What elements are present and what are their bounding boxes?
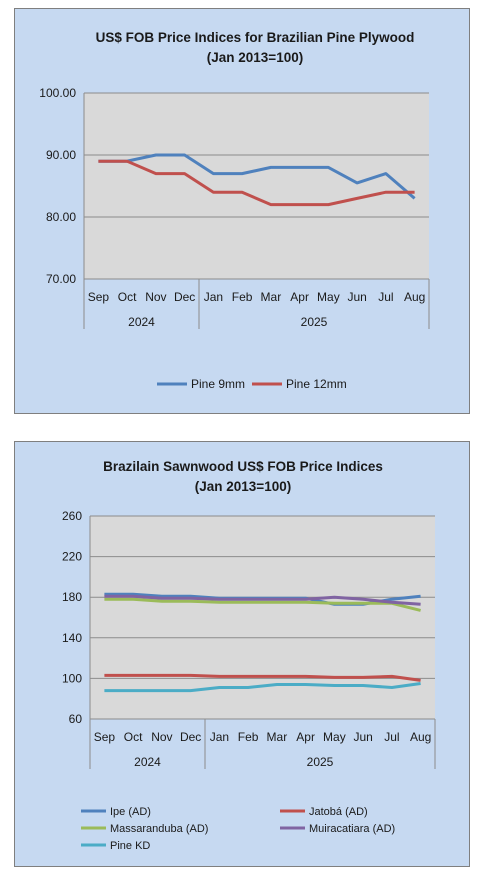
x-tick-label: Dec <box>180 730 201 744</box>
legend-label: Muiracatiara (AD) <box>309 823 395 835</box>
y-tick-label: 100 <box>62 671 82 685</box>
legend-label: Jatobá (AD) <box>309 806 368 818</box>
plot-area <box>84 93 429 279</box>
y-tick-label: 220 <box>62 550 82 564</box>
x-tick-label: Oct <box>124 730 143 744</box>
x-tick-label: May <box>323 730 346 744</box>
plot-area <box>90 516 435 719</box>
legend-label: Pine 9mm <box>191 377 245 391</box>
x-tick-label: Nov <box>145 290 166 304</box>
chart-subtitle: (Jan 2013=100) <box>195 479 291 494</box>
series-line <box>104 673 421 682</box>
x-tick-label: Jul <box>384 730 399 744</box>
plywood-chart: US$ FOB Price Indices for Brazilian Pine… <box>39 30 430 391</box>
x-tick-label: Apr <box>296 730 315 744</box>
x-tick-label: May <box>317 290 340 304</box>
x-tick-label: Jan <box>210 730 229 744</box>
sawnwood-chart-panel: Brazilain Sawnwood US$ FOB Price Indices… <box>14 441 470 867</box>
x-tick-label: Apr <box>290 290 309 304</box>
x-tick-label: Jul <box>378 290 393 304</box>
series-line <box>104 597 421 612</box>
y-tick-label: 260 <box>62 509 82 523</box>
sawnwood-chart: Brazilain Sawnwood US$ FOB Price Indices… <box>62 459 436 852</box>
series-line <box>98 153 416 200</box>
y-tick-label: 80.00 <box>46 210 76 224</box>
y-tick-label: 180 <box>62 590 82 604</box>
x-tick-label: Oct <box>118 290 137 304</box>
x-tick-label: Jun <box>353 730 372 744</box>
x-tick-label: Aug <box>410 730 431 744</box>
x-tick-label: Feb <box>232 290 253 304</box>
y-tick-label: 90.00 <box>46 148 76 162</box>
x-tick-label: Sep <box>88 290 110 304</box>
legend-label: Ipe (AD) <box>110 806 151 818</box>
x-tick-label: Sep <box>94 730 116 744</box>
y-tick-label: 140 <box>62 631 82 645</box>
series-line <box>104 594 421 606</box>
chart-title: US$ FOB Price Indices for Brazilian Pine… <box>96 30 415 45</box>
legend-label: Pine 12mm <box>286 377 347 391</box>
y-tick-label: 60 <box>69 712 83 726</box>
series-line <box>98 159 415 207</box>
x-tick-label: Mar <box>261 290 282 304</box>
x-tick-label: Aug <box>404 290 425 304</box>
x-tick-label: Jun <box>347 290 366 304</box>
x-group-label: 2025 <box>301 315 328 329</box>
legend-label: Pine KD <box>110 840 150 852</box>
plywood-chart-panel: US$ FOB Price Indices for Brazilian Pine… <box>14 8 470 414</box>
x-group-label: 2024 <box>134 755 161 769</box>
y-tick-label: 70.00 <box>46 272 76 286</box>
x-group-label: 2024 <box>128 315 155 329</box>
x-tick-label: Dec <box>174 290 195 304</box>
x-tick-label: Mar <box>267 730 288 744</box>
x-tick-label: Nov <box>151 730 172 744</box>
y-tick-label: 100.00 <box>39 86 76 100</box>
chart-title: Brazilain Sawnwood US$ FOB Price Indices <box>103 459 383 474</box>
x-group-label: 2025 <box>307 755 334 769</box>
series-line <box>104 682 421 693</box>
x-tick-label: Feb <box>238 730 259 744</box>
chart-subtitle: (Jan 2013=100) <box>207 50 303 65</box>
legend-label: Massaranduba (AD) <box>110 823 208 835</box>
x-tick-label: Jan <box>204 290 223 304</box>
